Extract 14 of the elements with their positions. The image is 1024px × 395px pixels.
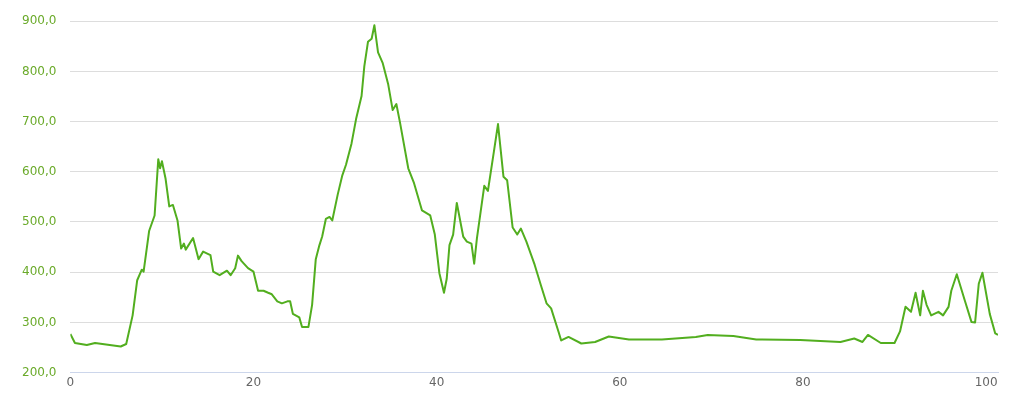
y-tick-label: 300,0 xyxy=(21,314,57,329)
y-tick-label: 800,0 xyxy=(21,63,57,78)
y-tick-label: 700,0 xyxy=(21,113,57,128)
y-tick-label: 600,0 xyxy=(21,163,57,178)
y-tick-label: 200,0 xyxy=(21,364,57,379)
x-tick-label: 20 xyxy=(245,374,262,389)
x-tick-label: 80 xyxy=(795,374,811,389)
y-tick-label: 900,0 xyxy=(21,13,57,28)
y-tick-label: 500,0 xyxy=(21,214,57,229)
x-tick-label: 0 xyxy=(66,374,75,389)
y-tick-label: 400,0 xyxy=(21,264,57,279)
x-tick-label: 60 xyxy=(612,374,628,389)
x-tick-label: 100 xyxy=(974,374,998,389)
x-tick-label: 40 xyxy=(429,374,445,389)
